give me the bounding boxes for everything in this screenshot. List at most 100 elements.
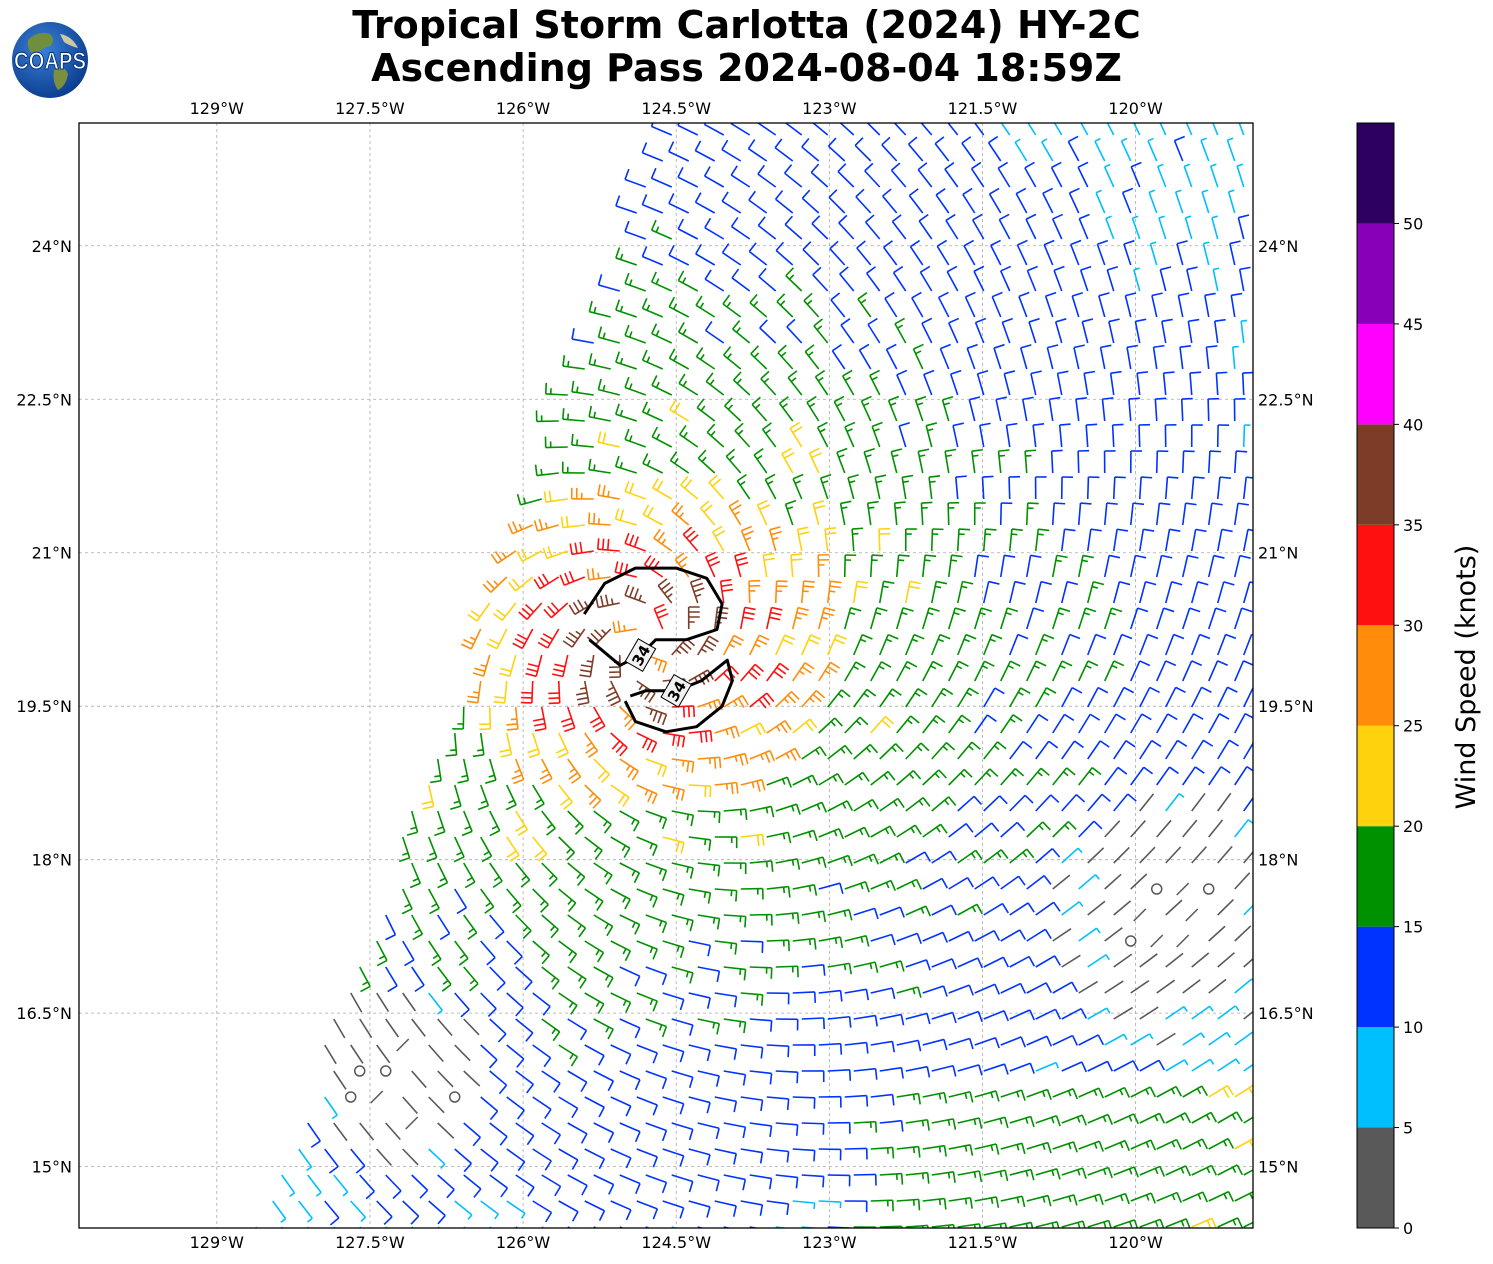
wind-barb-flag [822, 611, 834, 617]
wind-barb-flag [1129, 1221, 1133, 1228]
wind-barb [1130, 766, 1154, 786]
wind-barb-staff [1060, 634, 1071, 656]
wind-barb-flag [597, 274, 603, 286]
wind-barb [775, 634, 796, 656]
wind-barb-staff [1000, 1036, 1022, 1046]
wind-barb [970, 161, 985, 188]
wind-barb-staff [489, 1174, 508, 1189]
wind-barb [1009, 1062, 1035, 1074]
wind-barb-staff [827, 145, 846, 162]
wind-barb [1243, 686, 1253, 708]
wind-barb [1242, 633, 1253, 656]
wind-barb [567, 1070, 588, 1093]
wind-barb-flag [952, 1224, 955, 1228]
wind-barb-flag [632, 821, 640, 832]
wind-barb-flag [971, 741, 981, 750]
wind-barb [645, 1070, 668, 1090]
wind-barb-staff [1077, 450, 1080, 474]
wind-barb-flag [847, 474, 859, 479]
wind-barb [853, 798, 879, 812]
wind-barb [917, 448, 930, 474]
wind-barb [593, 1018, 614, 1040]
wind-barb-staff [775, 1174, 798, 1179]
wind-barb [1104, 713, 1126, 734]
wind-barb [597, 484, 620, 500]
wind-barb [671, 914, 694, 932]
wind-barb-flag [783, 698, 790, 704]
wind-barb-flag [677, 166, 684, 178]
wind-barb [714, 836, 738, 849]
wind-barb-flag [588, 792, 595, 799]
wind-barb-staff [1234, 872, 1251, 890]
wind-barb [434, 810, 446, 837]
wind-barb-staff [1156, 1138, 1177, 1150]
wind-barb [610, 940, 632, 962]
wind-barb [506, 992, 524, 1017]
wind-barb-staff [385, 1018, 400, 1038]
wind-barb [1243, 850, 1253, 864]
wind-barb [766, 885, 791, 898]
wind-barb [993, 343, 1005, 370]
wind-barb-flag [829, 590, 836, 593]
wind-barb [1112, 633, 1133, 656]
wind-barb-flag [1151, 739, 1162, 748]
wind-barb-staff [598, 284, 620, 292]
wind-barb [584, 1200, 606, 1221]
wind-barb [1212, 123, 1219, 136]
wind-barb-flag [848, 963, 853, 975]
wind-barb-flag [839, 990, 843, 1002]
wind-barb-flag [689, 920, 694, 932]
wind-barb [827, 1174, 851, 1187]
wind-barb-flag [999, 1223, 1002, 1228]
wind-barb-staff [479, 732, 485, 755]
wind-barb-staff [740, 1148, 763, 1154]
wind-barb [532, 1044, 552, 1068]
wind-barb-staff [636, 1200, 658, 1210]
lat-tick-label-right: 16.5°N [1258, 1004, 1314, 1023]
wind-barb-staff [1130, 713, 1143, 734]
wind-barb-flag [624, 480, 630, 492]
wind-barb-flag [658, 816, 663, 823]
wind-barb-flag [896, 369, 908, 376]
wind-barb-flag [996, 852, 1002, 859]
wind-barb-flag [1210, 163, 1217, 167]
wind-barb-staff [948, 714, 963, 734]
wind-barb-flag [652, 1052, 658, 1064]
wind-barb-staff [714, 1044, 737, 1050]
wind-barb [652, 478, 673, 500]
wind-barb-flag [705, 551, 716, 558]
wind-barb-staff [753, 454, 768, 474]
wind-barb [957, 957, 984, 969]
wind-barb-flag [801, 137, 810, 148]
wind-barb [281, 1226, 284, 1228]
wind-barb-staff [818, 1042, 841, 1046]
wind-barb-flag [817, 858, 821, 865]
wind-barb [430, 758, 442, 784]
wind-barb [948, 1144, 974, 1156]
wind-barb-flag [1022, 396, 1034, 401]
wind-barb [645, 1122, 668, 1142]
wind-barb-flag [889, 825, 896, 837]
wind-barb-flag [890, 880, 897, 891]
wind-barb-staff [974, 714, 989, 734]
wind-barb-flag [661, 766, 668, 778]
wind-barb-staff [1112, 529, 1118, 552]
wind-barb-staff [645, 758, 667, 768]
wind-barb-flag [692, 705, 696, 717]
wind-barb-staff [714, 992, 737, 998]
wind-barb-flag [619, 409, 624, 417]
wind-barb-flag [355, 1165, 366, 1174]
wind-barb [976, 370, 989, 396]
wind-barb-flag [544, 1108, 552, 1119]
wind-barb-staff [1087, 1060, 1108, 1072]
wind-barb-staff [677, 228, 699, 240]
wind-barb-staff [841, 375, 855, 396]
wind-barb-staff [708, 482, 725, 500]
wind-barb [870, 1040, 896, 1053]
wind-barb-staff [410, 810, 419, 833]
wind-barb [385, 1122, 401, 1141]
wind-barb-flag [1176, 1192, 1183, 1204]
wind-barb-flag [1147, 633, 1159, 640]
wind-barb-flag [706, 1154, 711, 1166]
wind-barb-flag [674, 458, 679, 464]
